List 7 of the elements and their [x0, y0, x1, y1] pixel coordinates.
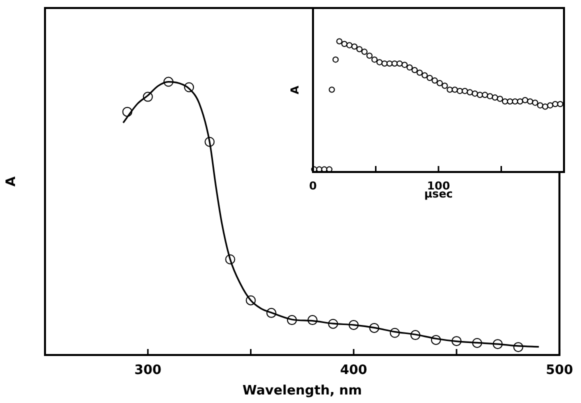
y-axis-title: A — [288, 85, 302, 94]
x-tick-label: 0 — [309, 179, 318, 192]
x-tick-label: 400 — [340, 363, 368, 378]
x-axis-title: Wavelength, nm — [242, 384, 362, 399]
x-tick-label: 300 — [134, 363, 162, 378]
x-tick-label: 500 — [546, 363, 573, 378]
y-axis-title: A — [4, 176, 20, 187]
